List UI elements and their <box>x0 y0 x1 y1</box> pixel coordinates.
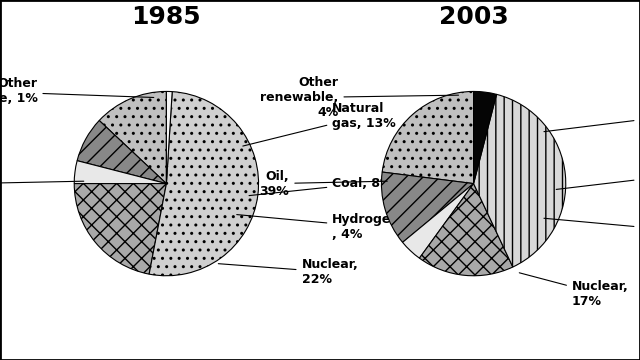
Wedge shape <box>99 91 166 184</box>
Text: Nuclear,
17%: Nuclear, 17% <box>519 273 628 308</box>
Wedge shape <box>74 161 166 184</box>
Wedge shape <box>74 184 166 274</box>
Text: Hydrogen
, 4%: Hydrogen , 4% <box>237 213 401 240</box>
Wedge shape <box>382 91 474 184</box>
Wedge shape <box>77 121 166 184</box>
Wedge shape <box>474 94 566 267</box>
Wedge shape <box>419 184 513 276</box>
Text: Natural
gas, 13%: Natural gas, 13% <box>243 102 396 146</box>
Text: Nuclear,
22%: Nuclear, 22% <box>218 258 358 286</box>
Text: Oil,
39%: Oil, 39% <box>260 170 387 198</box>
Title: 1985: 1985 <box>132 5 201 30</box>
Text: Natural
gas, 23%: Natural gas, 23% <box>544 102 640 132</box>
Wedge shape <box>403 184 474 258</box>
Wedge shape <box>381 172 474 242</box>
Text: Other
renewable, 1%: Other renewable, 1% <box>0 77 154 105</box>
Wedge shape <box>149 92 259 276</box>
Title: 2003: 2003 <box>439 5 508 30</box>
Text: Coal,
13%: Coal, 13% <box>556 163 640 192</box>
Text: Other
renewable,
4%: Other renewable, 4% <box>260 76 458 119</box>
Text: Coal, 8%: Coal, 8% <box>249 177 393 195</box>
Wedge shape <box>166 91 172 184</box>
Text: Oil,
52%: Oil, 52% <box>0 170 84 198</box>
Text: Hydrogen,
4%: Hydrogen, 4% <box>544 216 640 244</box>
Wedge shape <box>474 91 497 184</box>
